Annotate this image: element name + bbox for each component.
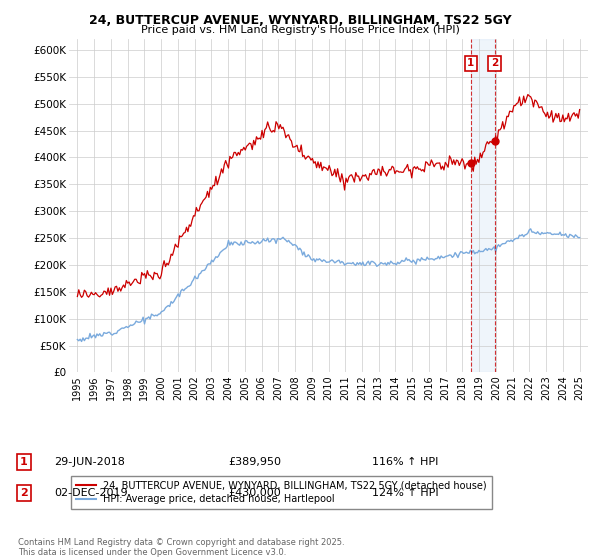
Text: 116% ↑ HPI: 116% ↑ HPI: [372, 457, 439, 467]
Text: 124% ↑ HPI: 124% ↑ HPI: [372, 488, 439, 498]
Text: 29-JUN-2018: 29-JUN-2018: [54, 457, 125, 467]
Text: 02-DEC-2019: 02-DEC-2019: [54, 488, 128, 498]
Text: £430,000: £430,000: [228, 488, 281, 498]
Text: 2: 2: [20, 488, 28, 498]
Bar: [471, 39, 494, 372]
Text: 24, BUTTERCUP AVENUE, WYNYARD, BILLINGHAM, TS22 5GY: 24, BUTTERCUP AVENUE, WYNYARD, BILLINGHA…: [89, 14, 511, 27]
Text: 1: 1: [467, 58, 475, 68]
Text: 2: 2: [491, 58, 498, 68]
Text: Contains HM Land Registry data © Crown copyright and database right 2025.
This d: Contains HM Land Registry data © Crown c…: [18, 538, 344, 557]
Legend: 24, BUTTERCUP AVENUE, WYNYARD, BILLINGHAM, TS22 5GY (detached house), HPI: Avera: 24, BUTTERCUP AVENUE, WYNYARD, BILLINGHA…: [71, 475, 492, 509]
Text: 1: 1: [20, 457, 28, 467]
Text: Price paid vs. HM Land Registry's House Price Index (HPI): Price paid vs. HM Land Registry's House …: [140, 25, 460, 35]
Text: £389,950: £389,950: [228, 457, 281, 467]
